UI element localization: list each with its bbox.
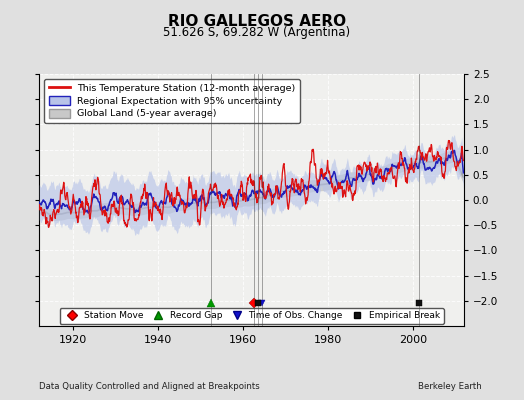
Legend: Station Move, Record Gap, Time of Obs. Change, Empirical Break: Station Move, Record Gap, Time of Obs. C… — [60, 308, 443, 324]
Text: 51.626 S, 69.282 W (Argentina): 51.626 S, 69.282 W (Argentina) — [163, 26, 351, 39]
Text: RIO GALLEGOS AERO: RIO GALLEGOS AERO — [168, 14, 346, 29]
Text: Berkeley Earth: Berkeley Earth — [418, 382, 482, 391]
Text: Data Quality Controlled and Aligned at Breakpoints: Data Quality Controlled and Aligned at B… — [39, 382, 260, 391]
